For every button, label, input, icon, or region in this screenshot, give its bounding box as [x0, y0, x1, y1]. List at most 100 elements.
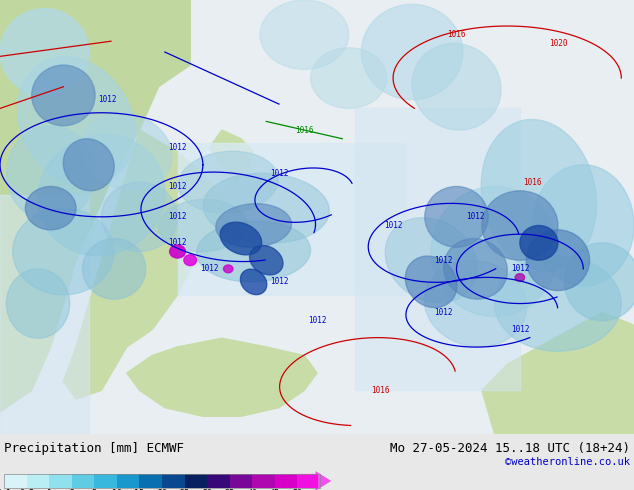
- Bar: [252, 474, 275, 488]
- Text: 1012: 1012: [269, 169, 288, 178]
- Bar: [230, 474, 252, 488]
- Bar: [4, 474, 27, 488]
- Ellipse shape: [311, 48, 387, 108]
- Ellipse shape: [240, 269, 267, 294]
- Bar: [0, 195, 89, 434]
- Text: 1012: 1012: [384, 221, 403, 230]
- Text: 1012: 1012: [466, 212, 485, 221]
- Ellipse shape: [361, 4, 463, 100]
- Text: 1016: 1016: [371, 386, 390, 395]
- Text: 1012: 1012: [168, 182, 187, 191]
- Text: 1012: 1012: [510, 325, 529, 334]
- Ellipse shape: [178, 151, 278, 213]
- Bar: [207, 474, 230, 488]
- Ellipse shape: [101, 182, 178, 251]
- Text: 1016: 1016: [523, 178, 542, 187]
- Ellipse shape: [82, 239, 146, 299]
- Ellipse shape: [495, 256, 621, 351]
- Ellipse shape: [6, 126, 95, 221]
- Ellipse shape: [38, 135, 165, 256]
- Ellipse shape: [412, 44, 501, 130]
- Ellipse shape: [32, 65, 95, 126]
- Ellipse shape: [515, 273, 525, 281]
- Ellipse shape: [63, 139, 114, 191]
- Bar: [275, 474, 297, 488]
- Bar: [27, 474, 49, 488]
- Text: 1012: 1012: [98, 95, 117, 104]
- Text: 30: 30: [202, 489, 212, 490]
- Ellipse shape: [223, 265, 233, 273]
- Ellipse shape: [424, 260, 527, 347]
- Text: 1016: 1016: [295, 125, 314, 135]
- Bar: [4, 474, 320, 488]
- Ellipse shape: [81, 113, 172, 190]
- Ellipse shape: [170, 245, 186, 258]
- Text: 1012: 1012: [510, 265, 529, 273]
- Bar: [72, 474, 94, 488]
- Text: Mo 27-05-2024 15..18 UTC (18+24): Mo 27-05-2024 15..18 UTC (18+24): [390, 441, 630, 455]
- Bar: [117, 474, 139, 488]
- Text: 20: 20: [157, 489, 167, 490]
- Bar: [49, 474, 72, 488]
- Polygon shape: [0, 0, 190, 412]
- Ellipse shape: [425, 187, 488, 247]
- Text: 1012: 1012: [168, 212, 187, 221]
- Ellipse shape: [6, 269, 70, 338]
- Bar: [94, 474, 117, 488]
- Text: 1012: 1012: [168, 143, 187, 152]
- Text: 0.1: 0.1: [0, 489, 11, 490]
- Ellipse shape: [197, 221, 311, 282]
- Ellipse shape: [444, 239, 507, 299]
- Bar: [139, 474, 162, 488]
- Text: 1012: 1012: [269, 277, 288, 286]
- Ellipse shape: [25, 187, 76, 230]
- Ellipse shape: [260, 0, 349, 70]
- Text: Precipitation [mm] ECMWF: Precipitation [mm] ECMWF: [4, 441, 184, 455]
- Text: 1012: 1012: [434, 308, 453, 317]
- Ellipse shape: [158, 199, 247, 252]
- Ellipse shape: [564, 243, 634, 321]
- Text: 5: 5: [92, 489, 97, 490]
- Polygon shape: [209, 130, 254, 182]
- Bar: [355, 108, 520, 390]
- Text: 1: 1: [47, 489, 51, 490]
- Bar: [162, 474, 184, 488]
- Ellipse shape: [250, 245, 283, 275]
- Ellipse shape: [526, 230, 590, 291]
- Ellipse shape: [184, 255, 197, 266]
- Text: ©weatheronline.co.uk: ©weatheronline.co.uk: [505, 457, 630, 467]
- FancyArrow shape: [297, 471, 332, 490]
- Polygon shape: [127, 338, 317, 416]
- Text: 15: 15: [134, 489, 145, 490]
- Text: 1012: 1012: [168, 238, 187, 247]
- Text: 50: 50: [292, 489, 302, 490]
- Ellipse shape: [18, 57, 134, 186]
- Ellipse shape: [0, 9, 89, 96]
- Text: 0.5: 0.5: [19, 489, 34, 490]
- Text: 45: 45: [270, 489, 280, 490]
- Text: 40: 40: [247, 489, 257, 490]
- Bar: [297, 474, 318, 488]
- Text: 10: 10: [112, 489, 122, 490]
- Ellipse shape: [481, 120, 597, 271]
- Text: 1012: 1012: [434, 256, 453, 265]
- Bar: [184, 474, 207, 488]
- Ellipse shape: [216, 204, 292, 247]
- Text: 2: 2: [69, 489, 74, 490]
- Ellipse shape: [431, 187, 558, 317]
- Ellipse shape: [385, 218, 477, 303]
- Ellipse shape: [520, 225, 558, 260]
- Ellipse shape: [405, 256, 457, 308]
- Text: 25: 25: [179, 489, 190, 490]
- Ellipse shape: [13, 208, 114, 295]
- Text: 1016: 1016: [447, 30, 466, 39]
- Text: 1012: 1012: [200, 265, 219, 273]
- Ellipse shape: [533, 165, 634, 286]
- Ellipse shape: [220, 222, 262, 255]
- Ellipse shape: [482, 191, 558, 260]
- Text: 1012: 1012: [307, 317, 327, 325]
- Polygon shape: [482, 312, 634, 434]
- Bar: [178, 143, 406, 295]
- Ellipse shape: [204, 173, 329, 243]
- Text: 35: 35: [224, 489, 235, 490]
